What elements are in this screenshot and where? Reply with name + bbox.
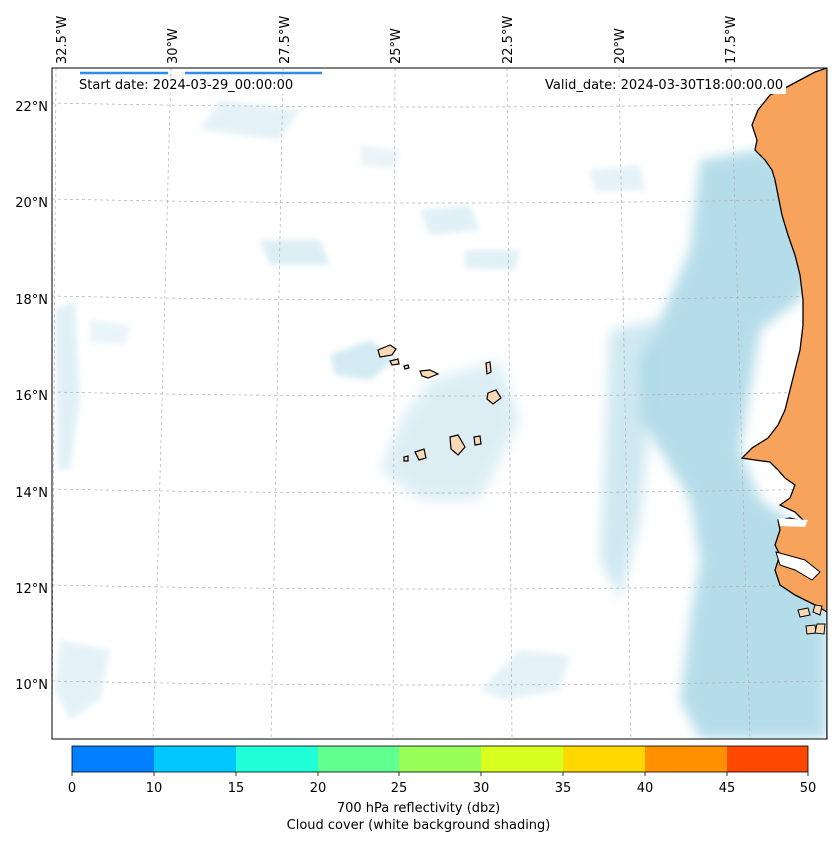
colorbar-frame (71, 745, 809, 773)
cape-verde-islands (377, 344, 502, 462)
colorbar-tick-label: 10 (146, 781, 163, 796)
longitude-labels: 32.5°W 30°W 27.5°W 25°W 22.5°W 20°W 17.5… (55, 16, 739, 64)
valid-date-label: Valid_date: 2024-03-30T18:00:00.00 (542, 77, 787, 94)
lon-label: 32.5°W (55, 16, 70, 64)
colorbar-label: 700 hPa reflectivity (dbz) (336, 801, 501, 816)
latitude-labels: 22°N 20°N 18°N 16°N 14°N 12°N 10°N (15, 100, 48, 693)
colorbar-segment (727, 746, 808, 772)
lat-label: 10°N (15, 678, 48, 693)
lon-label: 30°W (166, 28, 181, 64)
lat-label: 16°N (15, 389, 48, 404)
gambia-river (775, 551, 821, 581)
colorbar-segment (563, 746, 645, 772)
lon-label: 22.5°W (501, 16, 516, 64)
colorbar-tick-label: 45 (719, 781, 736, 796)
lon-label: 25°W (389, 28, 404, 64)
lat-label: 20°N (15, 196, 48, 211)
colorbar-tick-label: 0 (68, 781, 76, 796)
colorbar-tick-label: 35 (555, 781, 572, 796)
colorbar-tick-label: 30 (473, 781, 490, 796)
colorbar-sublabel: Cloud cover (white background shading) (286, 818, 551, 833)
lat-label: 22°N (15, 100, 48, 115)
colorbar-segment (399, 746, 481, 772)
colorbar-segment (72, 746, 154, 772)
bissagos-islands (797, 604, 826, 635)
colorbar-tick-label: 15 (228, 781, 245, 796)
colorbar-tick-label: 50 (800, 781, 817, 796)
lat-label: 12°N (15, 582, 48, 597)
colorbar: 0 10 15 20 25 30 35 40 45 50 (68, 745, 817, 796)
senegal-lake (778, 518, 808, 527)
colorbar-tick-label: 20 (310, 781, 327, 796)
colorbar-segment (645, 746, 727, 772)
map-area (52, 68, 827, 739)
lon-label: 27.5°W (278, 16, 293, 64)
colorbar-segment (481, 746, 563, 772)
colorbar-tick-label: 25 (391, 781, 408, 796)
colorbar-segment (154, 746, 236, 772)
lat-label: 14°N (15, 486, 48, 501)
colorbar-segment (236, 746, 318, 772)
lon-label: 17.5°W (724, 16, 739, 64)
map-frame (51, 67, 828, 740)
colorbar-tick-label: 40 (637, 781, 654, 796)
lon-label: 20°W (613, 28, 628, 64)
graticule (52, 68, 827, 739)
start-date-label: Start date: 2024-03-29_00:00:00 (76, 77, 297, 94)
lat-label: 18°N (15, 293, 48, 308)
colorbar-segment (318, 746, 399, 772)
